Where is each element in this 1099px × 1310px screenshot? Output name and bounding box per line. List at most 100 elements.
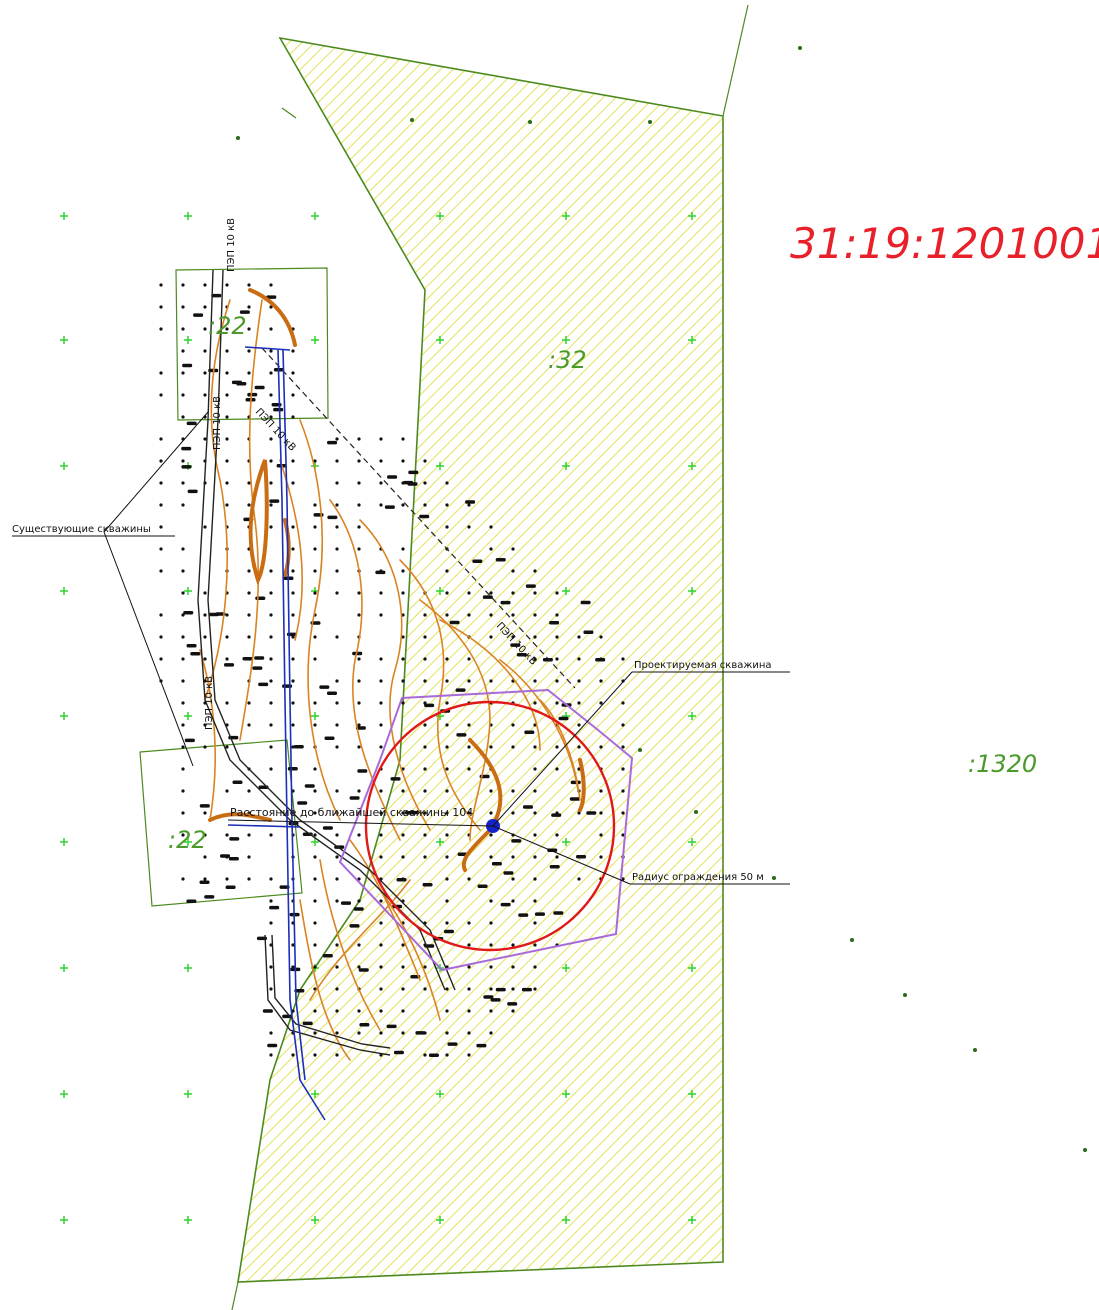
survey-point <box>445 657 449 661</box>
survey-point <box>203 327 207 331</box>
survey-point <box>445 899 449 903</box>
well-symbol <box>322 826 333 830</box>
survey-point <box>291 745 295 749</box>
survey-point <box>335 943 339 947</box>
survey-point <box>203 833 207 837</box>
survey-point <box>225 635 229 639</box>
survey-point <box>577 679 581 683</box>
survey-point <box>247 701 251 705</box>
survey-point <box>269 833 273 837</box>
protection-zone-polygon <box>338 688 634 972</box>
survey-point <box>511 855 515 859</box>
well-symbol <box>326 691 337 696</box>
survey-point <box>357 1009 361 1013</box>
survey-point <box>489 525 493 529</box>
survey-point <box>225 503 229 507</box>
well-symbol <box>483 995 494 999</box>
survey-point <box>423 635 427 639</box>
survey-point <box>511 987 515 991</box>
survey-point <box>467 921 471 925</box>
survey-point <box>467 613 471 617</box>
survey-point <box>445 1031 449 1035</box>
survey-point <box>467 591 471 595</box>
well-symbol <box>549 864 560 869</box>
well-symbol <box>193 313 204 317</box>
survey-point <box>401 591 405 595</box>
well-symbol <box>522 805 533 809</box>
survey-point <box>401 833 405 837</box>
survey-point <box>511 1009 515 1013</box>
well-symbol <box>327 515 338 520</box>
survey-point <box>357 965 361 969</box>
survey-point-field <box>159 46 1087 1152</box>
survey-point <box>247 635 251 639</box>
isolated-point <box>1083 1148 1087 1152</box>
power-line-label-1: ПЭП 10 кВ <box>226 218 237 272</box>
survey-point <box>269 591 273 595</box>
survey-point <box>357 899 361 903</box>
survey-point <box>313 877 317 881</box>
plus-cross-icon <box>688 838 696 846</box>
well-symbol <box>349 796 360 800</box>
survey-point <box>291 723 295 727</box>
survey-point <box>159 503 163 507</box>
survey-point <box>269 679 273 683</box>
survey-point <box>489 745 493 749</box>
survey-point <box>181 833 185 837</box>
survey-point <box>159 393 163 397</box>
survey-point <box>247 371 251 375</box>
survey-point <box>335 1053 339 1057</box>
plus-cross-icon <box>60 587 68 595</box>
survey-point <box>489 811 493 815</box>
survey-point <box>357 481 361 485</box>
survey-point <box>423 745 427 749</box>
survey-point <box>555 635 559 639</box>
survey-point <box>401 943 405 947</box>
survey-point <box>467 767 471 771</box>
cadastral-quarter-number: 31:19:1201001 <box>790 219 1099 268</box>
survey-point <box>467 1009 471 1013</box>
survey-point <box>379 987 383 991</box>
survey-point <box>181 723 185 727</box>
survey-point <box>599 789 603 793</box>
isolated-point <box>528 120 532 124</box>
survey-point <box>225 437 229 441</box>
survey-point <box>511 965 515 969</box>
well-symbol <box>375 570 386 575</box>
survey-point <box>379 1009 383 1013</box>
survey-point <box>181 789 185 793</box>
survey-point <box>401 503 405 507</box>
survey-point <box>181 371 185 375</box>
survey-point <box>203 283 207 287</box>
survey-point <box>291 459 295 463</box>
survey-point <box>401 569 405 573</box>
survey-point <box>555 833 559 837</box>
survey-point <box>401 855 405 859</box>
survey-point <box>269 283 273 287</box>
parcel-22-label-upper: :22 <box>208 312 247 340</box>
survey-point <box>181 393 185 397</box>
plus-cross-icon <box>60 712 68 720</box>
survey-point <box>247 723 251 727</box>
well-symbol <box>384 505 395 509</box>
survey-point <box>225 745 229 749</box>
survey-point <box>313 503 317 507</box>
survey-point <box>313 569 317 573</box>
survey-point <box>423 679 427 683</box>
survey-point <box>533 745 537 749</box>
survey-point <box>335 877 339 881</box>
survey-point <box>247 855 251 859</box>
parcel-22-label: :22 <box>168 826 207 854</box>
survey-point <box>269 635 273 639</box>
well-symbol <box>491 861 502 866</box>
survey-point <box>445 503 449 507</box>
survey-point <box>489 943 493 947</box>
survey-point <box>357 723 361 727</box>
well-symbol <box>583 630 594 634</box>
survey-point <box>181 481 185 485</box>
survey-point <box>335 591 339 595</box>
survey-point <box>379 679 383 683</box>
survey-point <box>159 613 163 617</box>
survey-point <box>247 591 251 595</box>
survey-point <box>423 723 427 727</box>
